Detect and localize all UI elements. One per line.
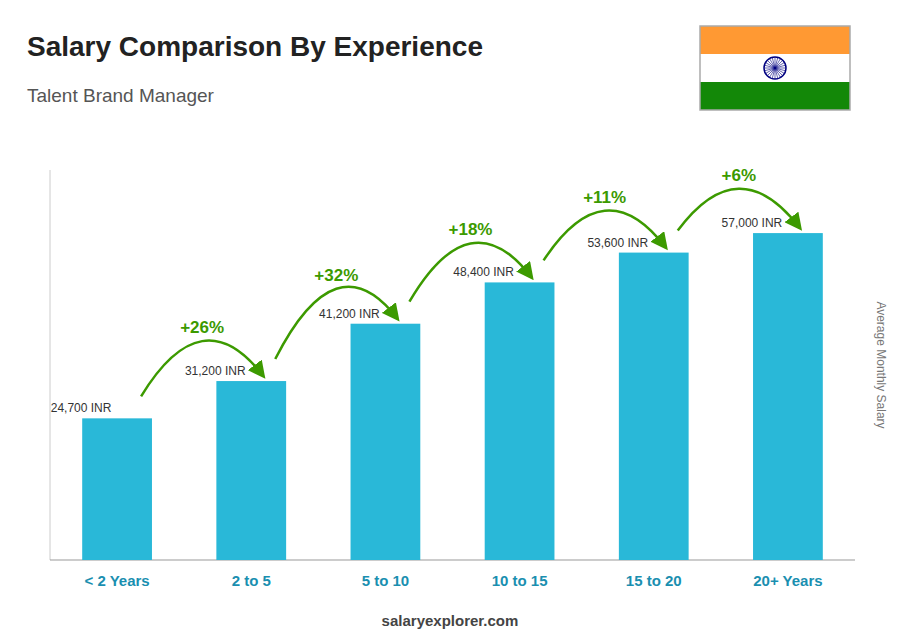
- flag-border: [700, 26, 850, 110]
- bar: [216, 381, 286, 560]
- annotation: +26%: [180, 318, 224, 337]
- x-axis-line: [50, 560, 855, 561]
- chart-svg: Salary Comparison By Experience Talent Br…: [0, 0, 900, 641]
- y-axis-line: [50, 170, 51, 560]
- flag: [700, 26, 850, 110]
- flag-stripe: [700, 82, 850, 110]
- x-tick-label: 2 to 5: [232, 572, 271, 589]
- bar: [351, 324, 421, 560]
- x-tick-label: 10 to 15: [492, 572, 548, 589]
- growth-arrow: [141, 341, 263, 397]
- data-label: 24,700 INR: [51, 401, 112, 415]
- data-label: 31,200 INR: [185, 364, 246, 378]
- flag-stripe: [700, 54, 850, 82]
- annotation: +32%: [314, 266, 358, 285]
- annotation: +18%: [449, 220, 493, 239]
- x-tick-label: 20+ Years: [753, 572, 822, 589]
- bar: [619, 253, 689, 560]
- flag-spoke: [775, 63, 785, 69]
- flag-spoke: [765, 68, 775, 74]
- bar: [82, 418, 152, 560]
- x-tick-label: 15 to 20: [626, 572, 682, 589]
- data-label: 48,400 INR: [453, 265, 514, 279]
- growth-arrow: [409, 243, 531, 302]
- flag-spoke: [775, 65, 786, 68]
- data-label: 57,000 INR: [722, 216, 783, 230]
- flag-spoke: [775, 68, 778, 79]
- flag-chakra: [764, 57, 786, 79]
- flag-spoke: [770, 58, 776, 68]
- x-tick-label: < 2 Years: [84, 572, 149, 589]
- y-axis-label: Average Monthly Salary: [874, 301, 888, 428]
- growth-arrow: [275, 287, 397, 359]
- flag-stripe: [700, 26, 850, 54]
- annotation: +11%: [583, 188, 626, 207]
- data-label: 53,600 INR: [587, 236, 648, 250]
- flag-spoke: [764, 68, 775, 71]
- subtitle: Talent Brand Manager: [27, 85, 215, 106]
- x-tick-label: 5 to 10: [362, 572, 410, 589]
- source: salaryexplorer.com: [382, 612, 519, 629]
- bar: [753, 233, 823, 560]
- flag-spoke: [775, 68, 781, 78]
- data-label: 41,200 INR: [319, 307, 380, 321]
- chart-container: Salary Comparison By Experience Talent Br…: [0, 0, 900, 641]
- bars: [82, 233, 823, 560]
- flag-spoke: [772, 57, 775, 68]
- growth-arrow: [678, 189, 800, 231]
- growth-arrow: [544, 211, 666, 261]
- annotation: +6%: [722, 166, 757, 185]
- title: Salary Comparison By Experience: [27, 31, 483, 62]
- bar: [485, 282, 555, 560]
